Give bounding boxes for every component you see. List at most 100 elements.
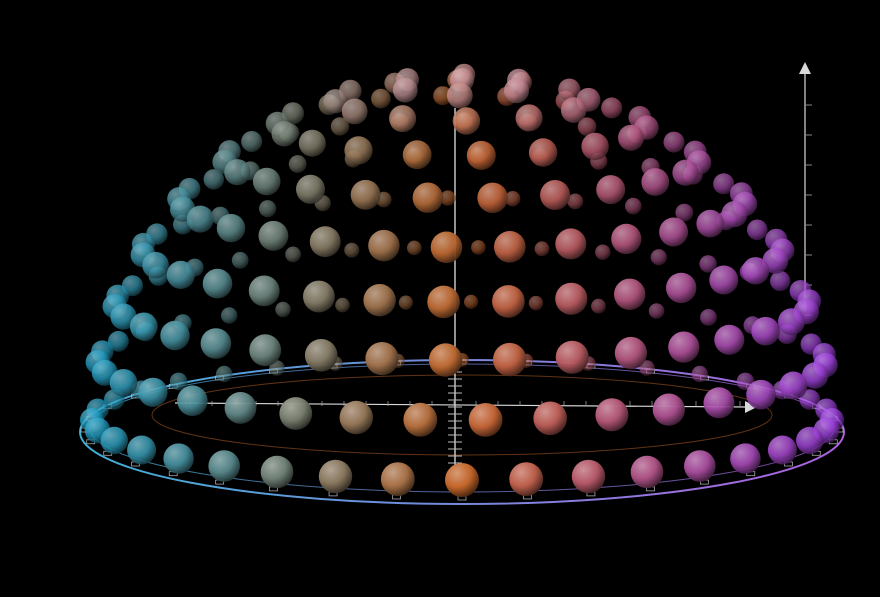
data-point-sphere	[241, 131, 263, 152]
x-axis-arrow	[745, 401, 757, 413]
data-point-sphere	[492, 285, 525, 318]
data-point-sphere	[318, 459, 353, 494]
data-point-sphere	[751, 316, 780, 346]
data-point-sphere	[269, 360, 285, 376]
data-point-sphere	[558, 78, 581, 101]
data-point-sphere	[108, 330, 129, 352]
data-point-sphere	[445, 463, 479, 497]
data-point-sphere	[202, 268, 233, 299]
z-axis-arrow	[799, 62, 811, 74]
data-point-sphere	[224, 392, 257, 424]
data-point-sphere	[641, 168, 670, 196]
data-point-sphere	[163, 443, 194, 474]
data-point-sphere	[494, 231, 526, 263]
data-point-sphere	[741, 257, 770, 285]
data-point-sphere	[110, 303, 137, 330]
data-point-sphere	[799, 389, 820, 410]
data-point-sphere	[127, 435, 157, 465]
data-point-sphere	[440, 190, 456, 206]
data-point-sphere	[675, 203, 694, 222]
data-point-sphere	[428, 343, 463, 377]
data-point-sphere	[746, 379, 776, 410]
data-point-sphere	[509, 462, 544, 496]
data-point-sphere	[169, 372, 188, 391]
data-point-sphere	[279, 397, 313, 430]
data-point-sphere	[380, 462, 415, 496]
data-point-sphere	[555, 282, 588, 315]
data-point-sphere	[249, 334, 282, 367]
base-ellipse	[151, 374, 773, 456]
data-point-sphere	[709, 265, 739, 295]
data-point-sphere	[601, 97, 623, 119]
data-point-sphere	[577, 117, 597, 136]
data-point-sphere	[129, 312, 158, 341]
data-point-sphere	[446, 82, 473, 109]
data-points	[80, 63, 844, 497]
data-point-sphere	[392, 77, 418, 103]
data-point-sphere	[571, 459, 606, 494]
data-point-sphere	[747, 219, 768, 241]
data-point-sphere	[138, 377, 168, 407]
data-point-sphere	[186, 205, 214, 233]
data-point-sphere	[344, 242, 360, 258]
data-point-sphere	[403, 402, 438, 437]
data-point-sphere	[203, 169, 224, 190]
data-point-sphere	[335, 297, 350, 313]
data-point-sphere	[323, 89, 348, 114]
data-point-sphere	[402, 140, 432, 170]
data-point-sphere	[714, 324, 745, 355]
data-point-sphere	[684, 450, 716, 482]
data-point-sphere	[540, 180, 571, 210]
data-point-sphere	[231, 251, 249, 269]
data-point-sphere	[304, 339, 338, 372]
data-point-sphere	[296, 174, 325, 204]
data-point-sphere	[221, 307, 238, 324]
data-point-sphere	[288, 155, 307, 173]
data-point-sphere	[721, 201, 748, 228]
data-point-sphere	[398, 295, 413, 310]
data-point-sphere	[303, 280, 335, 313]
data-point-sphere	[252, 167, 281, 196]
data-point-sphere	[555, 228, 587, 260]
data-point-sphere	[713, 173, 735, 195]
data-point-sphere	[259, 200, 277, 218]
data-point-sphere	[371, 88, 391, 109]
data-point-sphere	[271, 121, 297, 147]
data-point-sphere	[770, 270, 791, 292]
data-point-sphere	[700, 309, 717, 326]
data-point-sphere	[699, 255, 717, 273]
data-point-sphere	[639, 360, 655, 376]
data-point-sphere	[363, 284, 396, 317]
data-point-sphere	[464, 294, 479, 309]
data-point-sphere	[341, 98, 368, 125]
data-point-sphere	[533, 401, 567, 436]
data-point-sphere	[630, 455, 664, 489]
data-point-sphere	[659, 217, 689, 247]
data-point-sphere	[477, 182, 508, 213]
data-point-sphere	[534, 241, 550, 257]
data-point-sphere	[528, 295, 544, 311]
data-point-sphere	[142, 251, 169, 279]
data-point-sphere	[611, 223, 642, 254]
data-point-sphere	[365, 342, 399, 376]
data-point-sphere	[504, 78, 529, 104]
data-point-sphere	[505, 191, 521, 207]
data-point-sphere	[591, 298, 606, 314]
data-point-sphere	[691, 365, 708, 383]
data-point-sphere	[285, 246, 301, 263]
data-point-sphere	[430, 231, 463, 264]
data-point-sphere	[796, 426, 824, 455]
data-point-sphere	[407, 240, 422, 256]
data-point-sphere	[208, 450, 240, 482]
data-point-sphere	[100, 426, 128, 455]
data-point-sphere	[596, 175, 626, 205]
data-point-sphere	[650, 249, 667, 266]
data-point-sphere	[560, 97, 587, 123]
data-point-sphere	[581, 132, 609, 161]
data-point-sphere	[298, 129, 326, 157]
data-point-sphere	[528, 138, 558, 167]
data-point-sphere	[618, 124, 644, 151]
data-point-sphere	[493, 342, 527, 377]
data-point-sphere	[368, 229, 400, 262]
